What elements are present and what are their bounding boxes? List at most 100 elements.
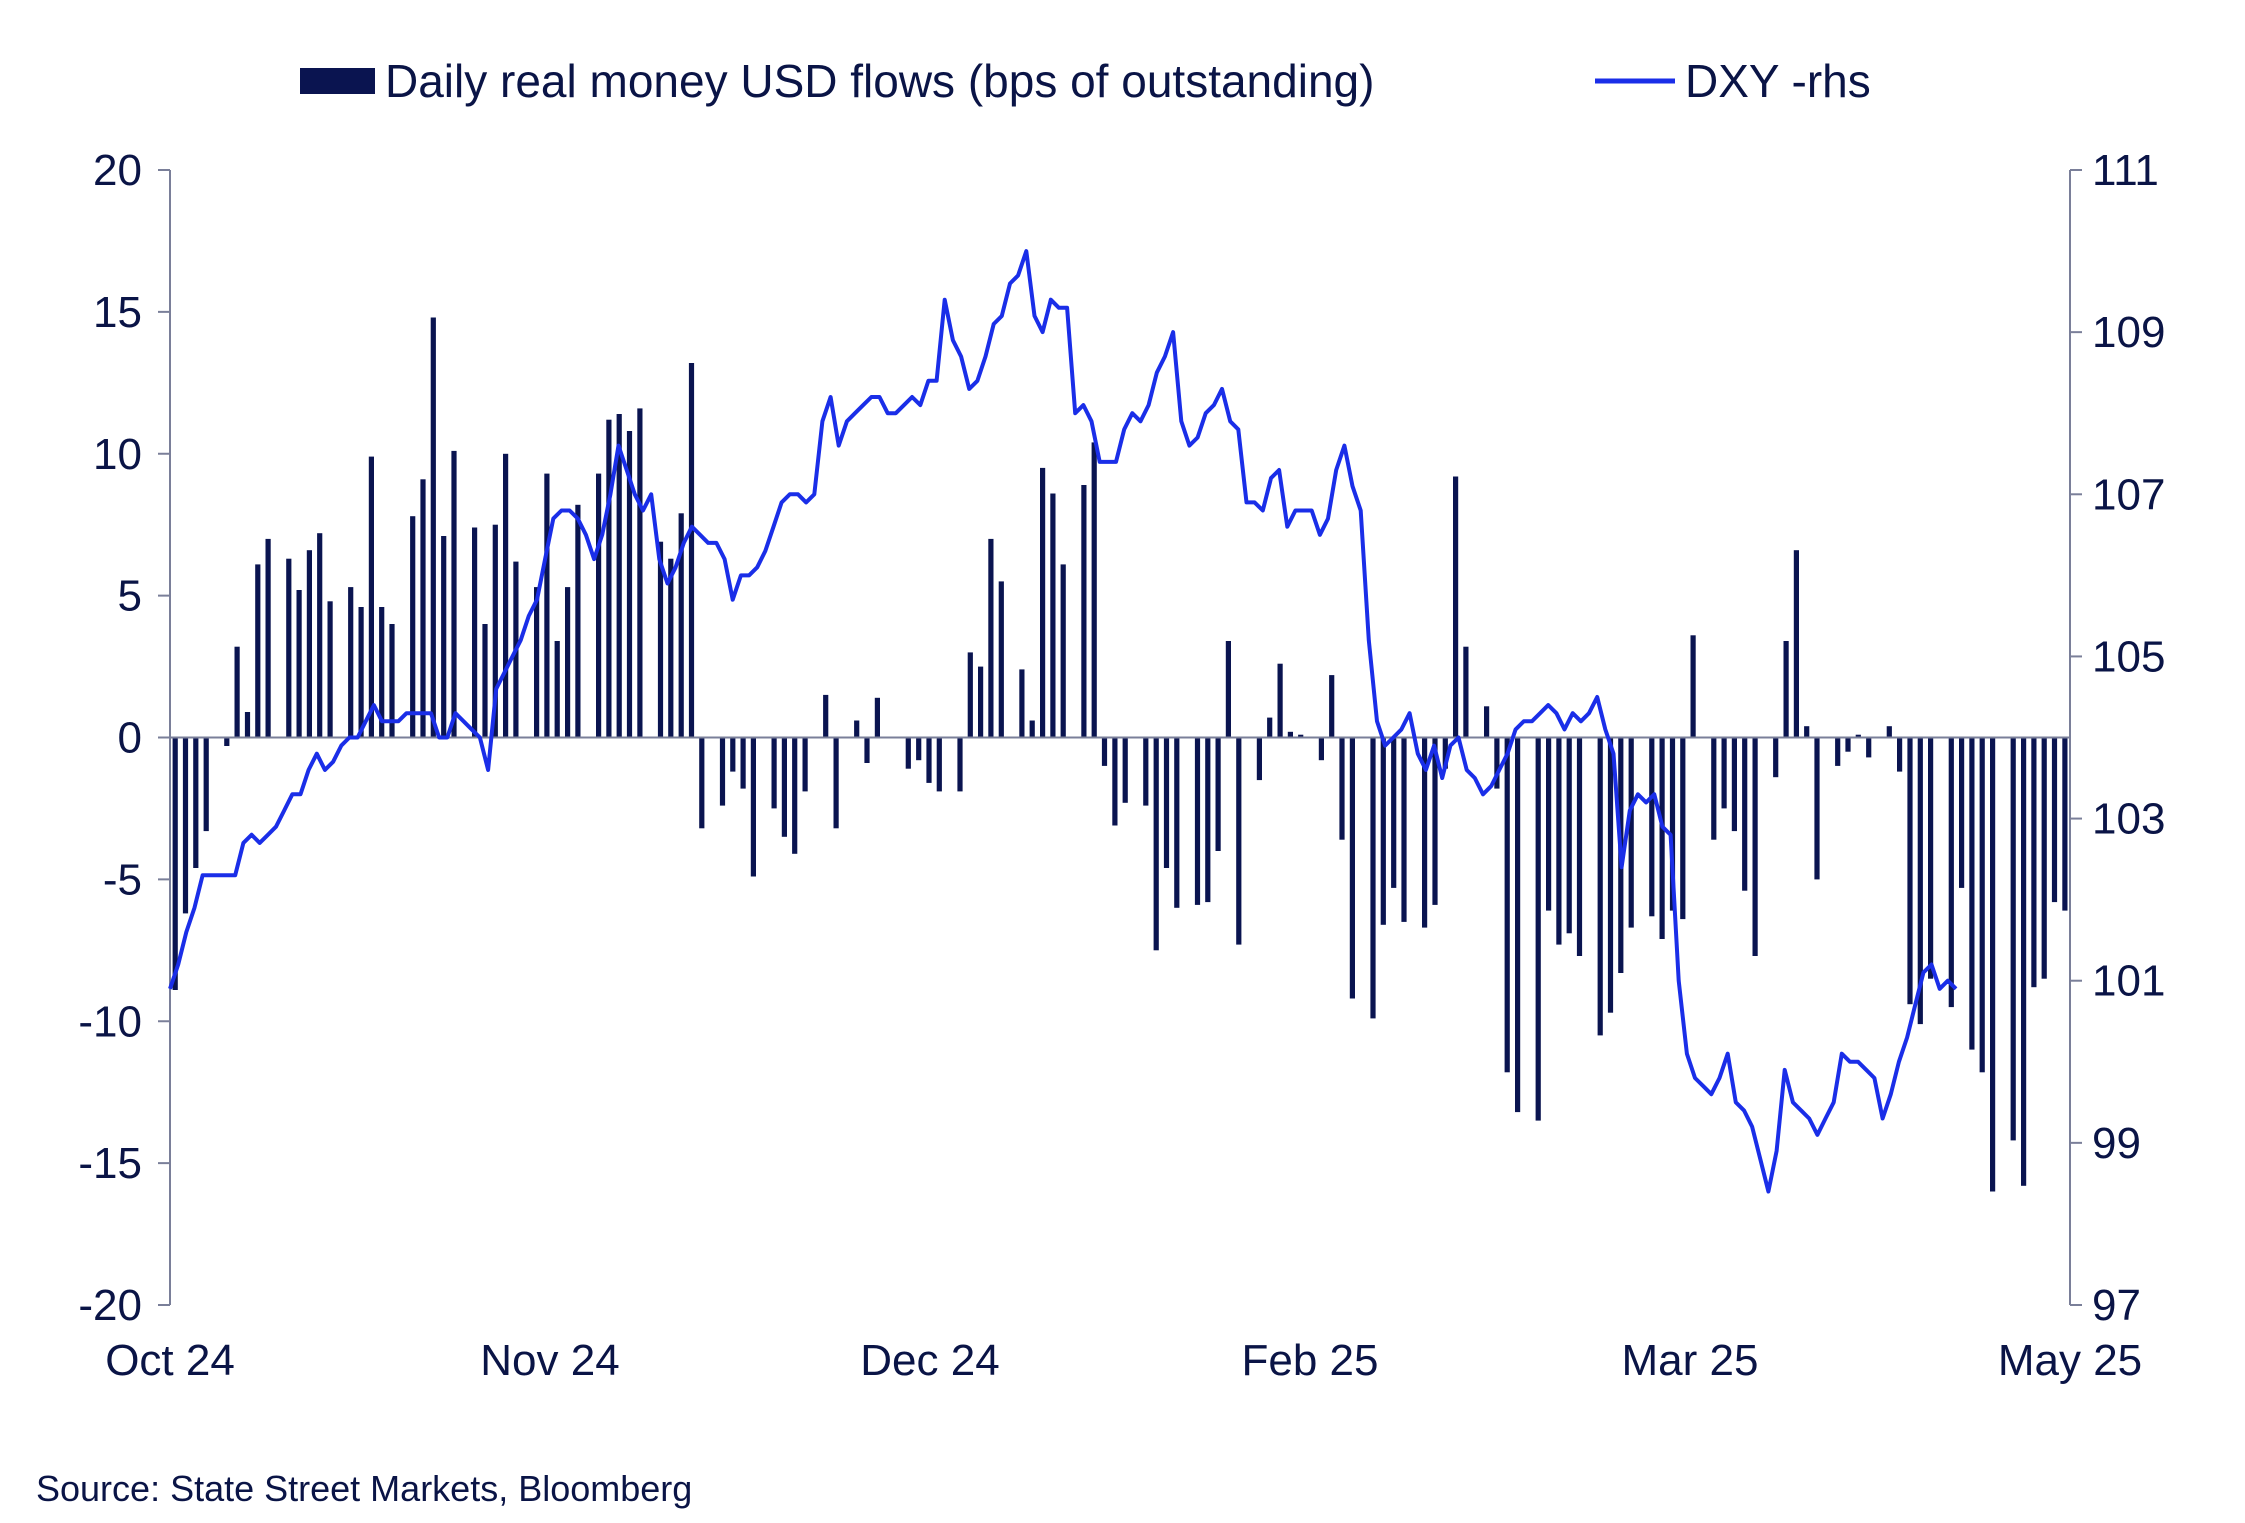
flow-bar	[358, 607, 364, 738]
flow-bar	[1019, 669, 1025, 738]
flow-bar	[740, 737, 746, 789]
flow-bar	[1298, 734, 1304, 738]
flow-bar	[1112, 737, 1118, 826]
flow-bar	[1690, 635, 1696, 738]
flow-bar	[1422, 737, 1428, 928]
flow-bar	[1050, 493, 1056, 738]
legend: Daily real money USD flows (bps of outst…	[300, 55, 1871, 107]
y-right-tick-label: 103	[2092, 795, 2165, 844]
y-axis-left-ticks: 20 15 10 5 0 -5 -10 -15 -20	[78, 146, 142, 1330]
flow-bar	[1401, 737, 1407, 922]
flow-bar	[1742, 737, 1748, 891]
flow-bar	[234, 646, 240, 738]
y-right-tick-label: 97	[2092, 1281, 2141, 1330]
x-tick-label: Nov 24	[480, 1336, 619, 1385]
flow-bar	[1721, 737, 1727, 809]
flow-bar	[1969, 737, 1975, 1050]
flow-bar	[1711, 737, 1717, 840]
flow-bar	[1607, 737, 1614, 1013]
flow-bar	[616, 414, 622, 738]
dxy-line	[168, 249, 1958, 1194]
flow-bar	[492, 524, 498, 738]
flow-bar	[1060, 564, 1066, 738]
flow-bar	[224, 737, 230, 746]
y-right-tick-label: 109	[2092, 308, 2165, 357]
flow-bar	[668, 558, 674, 738]
flow-bar	[1432, 737, 1438, 905]
flow-bar	[172, 737, 178, 990]
flow-bar	[1855, 734, 1861, 738]
flow-bar	[792, 737, 798, 854]
flow-bar	[544, 473, 550, 738]
flow-bar	[503, 453, 509, 738]
flow-bar	[957, 737, 963, 792]
flow-bar	[420, 479, 426, 738]
flow-bar	[1566, 737, 1572, 934]
flow-bar	[1318, 737, 1324, 761]
flow-bar	[1783, 641, 1789, 738]
flow-bar	[1163, 737, 1170, 868]
flow-bar	[1669, 737, 1676, 911]
flow-bar	[1835, 737, 1841, 766]
flow-bar	[802, 737, 808, 792]
flow-bar	[565, 587, 571, 738]
flow-bar	[688, 363, 695, 738]
flow-bar	[626, 431, 633, 738]
flow-bar	[1329, 675, 1335, 738]
flow-bar	[1886, 726, 1892, 738]
flow-bar	[1277, 663, 1283, 738]
flow-bar	[1576, 737, 1583, 956]
flow-bar	[182, 737, 189, 914]
flow-bar	[905, 737, 911, 769]
flow-bar	[1122, 737, 1128, 803]
y-right-tick-label: 105	[2092, 632, 2165, 681]
flow-bar	[936, 737, 942, 792]
flow-bar	[2031, 737, 2037, 988]
flow-bar	[368, 456, 374, 738]
flow-bar	[1659, 737, 1665, 939]
flow-bar	[2041, 737, 2047, 979]
flow-bar	[1215, 737, 1221, 851]
flow-bar	[1205, 737, 1211, 903]
flow-bar	[1504, 737, 1510, 1073]
flow-bar	[1370, 737, 1376, 1019]
flow-bar	[1194, 737, 1201, 905]
flow-bar	[637, 408, 643, 738]
flow-bar	[998, 581, 1004, 738]
flow-bar	[781, 737, 787, 837]
flow-bar	[1680, 737, 1686, 920]
x-tick-label: Dec 24	[860, 1336, 999, 1385]
flow-bar	[1928, 737, 1934, 979]
flow-bar	[1546, 737, 1552, 911]
x-tick-label: May 25	[1998, 1336, 2142, 1385]
flow-bar	[1494, 737, 1500, 789]
flow-bar	[606, 419, 612, 738]
flow-bar	[1752, 737, 1758, 956]
flow-bar	[1256, 737, 1262, 781]
flow-bar	[1380, 737, 1386, 925]
flow-bar	[348, 587, 354, 738]
y-right-tick-label: 107	[2092, 470, 2165, 519]
flow-bar	[926, 737, 932, 783]
flow-bar	[1453, 476, 1459, 738]
flow-bar	[430, 317, 436, 738]
flow-bar	[244, 712, 251, 738]
flow-bar	[1040, 467, 1046, 738]
flow-bar	[265, 538, 271, 738]
flow-bar	[750, 737, 756, 877]
y-left-tick-label: -10	[78, 997, 142, 1046]
flow-bar	[472, 527, 478, 738]
flow-bar	[1804, 726, 1810, 738]
flow-bar	[678, 513, 684, 738]
x-tick-label: Feb 25	[1242, 1336, 1379, 1385]
flow-bar	[1101, 737, 1108, 766]
legend-line-label: DXY -rhs	[1685, 55, 1871, 107]
flow-bar	[379, 607, 385, 738]
flow-bar	[1287, 731, 1293, 738]
flow-bar	[441, 536, 447, 738]
flow-bar	[833, 737, 839, 829]
flow-bar	[575, 504, 581, 738]
flow-bar	[1339, 737, 1345, 840]
flow-bar	[554, 641, 560, 738]
flow-bar	[1515, 737, 1521, 1113]
